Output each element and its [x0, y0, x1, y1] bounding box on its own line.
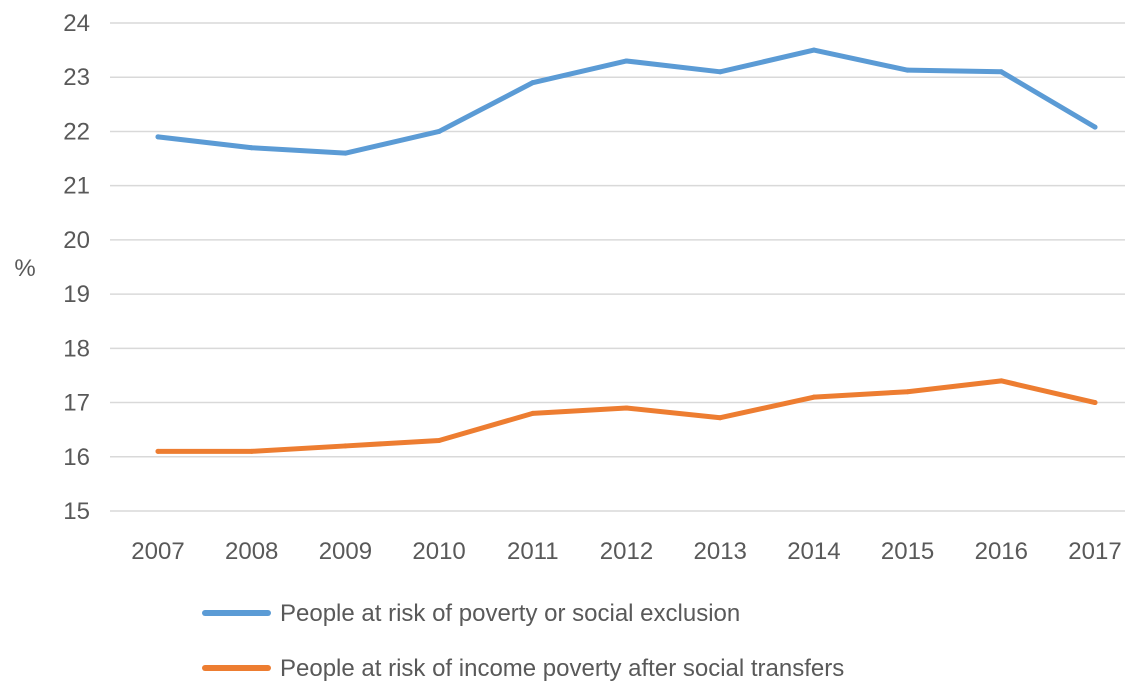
y-tick-label: 18	[63, 335, 90, 362]
data-point	[905, 389, 911, 395]
x-tick-label: 2013	[694, 538, 747, 565]
y-axis-ticks: 15 16 17 18 19 20 21 22 23 24	[63, 10, 90, 525]
y-tick-label: 16	[63, 444, 90, 471]
x-tick-label: 2016	[975, 538, 1028, 565]
data-point	[717, 69, 723, 75]
x-tick-label: 2009	[319, 538, 372, 565]
data-point	[155, 134, 161, 140]
data-point	[530, 410, 536, 416]
x-tick-label: 2015	[881, 538, 934, 565]
legend-label-1: People at risk of poverty or social excl…	[280, 600, 740, 627]
data-point	[1092, 400, 1098, 406]
data-point	[624, 405, 629, 411]
x-tick-label: 2010	[412, 538, 465, 565]
y-tick-label: 20	[63, 227, 90, 254]
data-point	[249, 448, 255, 454]
data-point	[436, 128, 442, 134]
series-line-1	[155, 47, 1098, 156]
y-axis-label: %	[14, 255, 35, 282]
legend-label-2: People at risk of income poverty after s…	[280, 655, 844, 682]
data-point	[436, 438, 442, 444]
gridlines	[110, 22, 1125, 512]
data-point	[998, 69, 1004, 75]
data-point	[342, 443, 348, 449]
y-tick-label: 21	[63, 173, 90, 200]
data-point	[155, 448, 161, 454]
data-point	[811, 47, 817, 53]
x-tick-label: 2014	[787, 538, 840, 565]
legend: People at risk of poverty or social excl…	[202, 600, 844, 682]
x-axis-ticks: 2007 2008 2009 2010 2011 2012 2013 2014 2015 2016…	[131, 538, 1121, 565]
x-tick-label: 2012	[600, 538, 653, 565]
x-tick-label: 2017	[1068, 538, 1121, 565]
data-point	[342, 150, 348, 156]
series-lines	[155, 47, 1098, 454]
data-point	[998, 378, 1004, 384]
y-tick-label: 15	[63, 498, 90, 525]
data-point	[905, 67, 911, 73]
data-point	[530, 80, 536, 86]
y-tick-label: 19	[63, 281, 90, 308]
y-tick-label: 22	[63, 118, 90, 145]
data-point	[624, 58, 629, 64]
data-point	[717, 415, 723, 421]
y-tick-label: 23	[63, 64, 90, 91]
y-tick-label: 24	[63, 10, 90, 37]
x-tick-label: 2007	[131, 538, 184, 565]
data-point	[811, 394, 817, 400]
series-line-2	[155, 378, 1098, 454]
x-tick-label: 2008	[225, 538, 278, 565]
x-tick-label: 2011	[507, 538, 559, 565]
data-point	[249, 145, 255, 151]
data-point	[1092, 124, 1098, 130]
y-tick-label: 17	[63, 390, 90, 417]
